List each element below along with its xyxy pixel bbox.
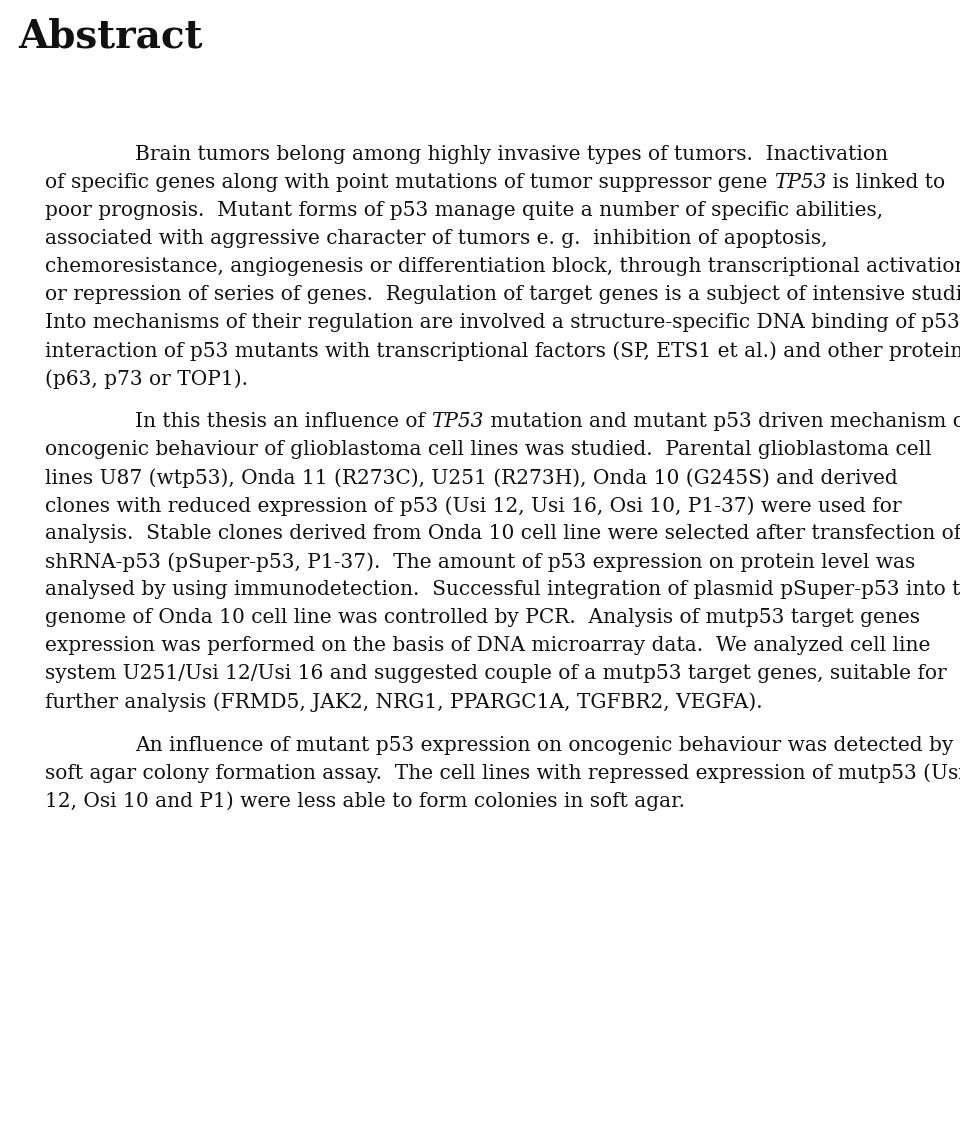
Text: is linked to: is linked to bbox=[827, 174, 946, 192]
Text: further analysis (FRMD5, JAK2, NRG1, PPARGC1A, TGFBR2, VEGFA).: further analysis (FRMD5, JAK2, NRG1, PPA… bbox=[45, 692, 762, 712]
Text: 12, Osi 10 and P1) were less able to form colonies in soft agar.: 12, Osi 10 and P1) were less able to for… bbox=[45, 792, 685, 811]
Text: shRNA-p53 (pSuper-p53, P1-37).  The amount of p53 expression on protein level wa: shRNA-p53 (pSuper-p53, P1-37). The amoun… bbox=[45, 552, 915, 573]
Text: chemoresistance, angiogenesis or differentiation block, through transcriptional : chemoresistance, angiogenesis or differe… bbox=[45, 257, 960, 276]
Text: oncogenic behaviour of glioblastoma cell lines was studied.  Parental glioblasto: oncogenic behaviour of glioblastoma cell… bbox=[45, 441, 931, 460]
Text: mutation and mutant p53 driven mechanism on: mutation and mutant p53 driven mechanism… bbox=[484, 412, 960, 432]
Text: In this thesis an influence of: In this thesis an influence of bbox=[135, 412, 431, 432]
Text: poor prognosis.  Mutant forms of p53 manage quite a number of specific abilities: poor prognosis. Mutant forms of p53 mana… bbox=[45, 201, 883, 220]
Text: expression was performed on the basis of DNA microarray data.  We analyzed cell : expression was performed on the basis of… bbox=[45, 637, 930, 656]
Text: An influence of mutant p53 expression on oncogenic behaviour was detected by: An influence of mutant p53 expression on… bbox=[135, 736, 953, 755]
Text: or repression of series of genes.  Regulation of target genes is a subject of in: or repression of series of genes. Regula… bbox=[45, 285, 960, 304]
Text: clones with reduced expression of p53 (Usi 12, Usi 16, Osi 10, P1-37) were used : clones with reduced expression of p53 (U… bbox=[45, 496, 901, 516]
Text: genome of Onda 10 cell line was controlled by PCR.  Analysis of mutp53 target ge: genome of Onda 10 cell line was controll… bbox=[45, 609, 920, 628]
Text: TP53: TP53 bbox=[431, 412, 484, 432]
Text: Brain tumors belong among highly invasive types of tumors.  Inactivation: Brain tumors belong among highly invasiv… bbox=[135, 145, 888, 165]
Text: lines U87 (wtp53), Onda 11 (R273C), U251 (R273H), Onda 10 (G245S) and derived: lines U87 (wtp53), Onda 11 (R273C), U251… bbox=[45, 469, 898, 488]
Text: analysis.  Stable clones derived from Onda 10 cell line were selected after tran: analysis. Stable clones derived from Ond… bbox=[45, 524, 960, 543]
Text: associated with aggressive character of tumors e. g.  inhibition of apoptosis,: associated with aggressive character of … bbox=[45, 229, 828, 248]
Text: Abstract: Abstract bbox=[18, 18, 203, 56]
Text: interaction of p53 mutants with transcriptional factors (SP, ETS1 et al.) and ot: interaction of p53 mutants with transcri… bbox=[45, 341, 960, 361]
Text: analysed by using immunodetection.  Successful integration of plasmid pSuper-p53: analysed by using immunodetection. Succe… bbox=[45, 580, 960, 600]
Text: Into mechanisms of their regulation are involved a structure-specific DNA bindin: Into mechanisms of their regulation are … bbox=[45, 313, 960, 332]
Text: (p63, p73 or TOP1).: (p63, p73 or TOP1). bbox=[45, 369, 248, 389]
Text: soft agar colony formation assay.  The cell lines with repressed expression of m: soft agar colony formation assay. The ce… bbox=[45, 764, 960, 783]
Text: TP53: TP53 bbox=[774, 174, 827, 192]
Text: system U251/Usi 12/Usi 16 and suggested couple of a mutp53 target genes, suitabl: system U251/Usi 12/Usi 16 and suggested … bbox=[45, 665, 947, 683]
Text: of specific genes along with point mutations of tumor suppressor gene: of specific genes along with point mutat… bbox=[45, 174, 774, 192]
